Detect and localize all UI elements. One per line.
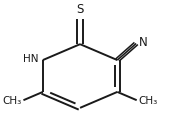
Text: HN: HN <box>23 54 38 64</box>
Text: N: N <box>139 36 147 49</box>
Text: S: S <box>76 3 84 16</box>
Text: CH₃: CH₃ <box>3 96 22 106</box>
Text: CH₃: CH₃ <box>138 96 158 106</box>
